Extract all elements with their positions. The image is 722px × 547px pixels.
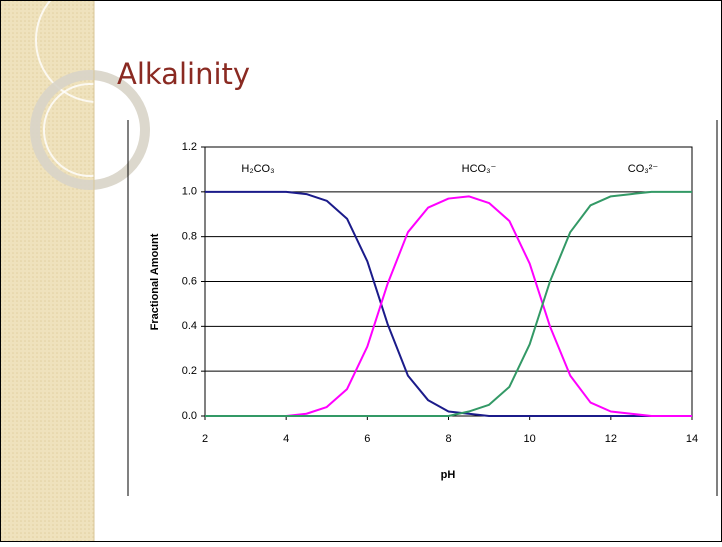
x-tick-label: 12: [605, 433, 617, 445]
x-tick-label: 6: [364, 433, 370, 445]
y-tick-label: 0.4: [182, 320, 197, 332]
y-tick-label: 0.6: [182, 275, 197, 287]
x-tick-label: 10: [524, 433, 536, 445]
x-tick-label: 2: [202, 433, 208, 445]
y-tick-label: 0.2: [182, 365, 197, 377]
series-label: HCO₃⁻: [462, 163, 497, 175]
x-tick-label: 14: [686, 433, 698, 445]
y-tick-label: 1.2: [182, 141, 197, 153]
y-tick-label: 0.0: [182, 410, 197, 422]
x-tick-label: 4: [283, 433, 289, 445]
y-axis-title: Fractional Amount: [149, 233, 161, 330]
slide-title: Alkalinity: [117, 57, 250, 91]
x-tick-label: 8: [445, 433, 451, 445]
y-tick-label: 0.8: [182, 231, 197, 243]
slide: Alkalinity pH Fractional Amount 0.0 0.2 0.…: [0, 0, 722, 542]
series-label: H₂CO₃: [241, 163, 274, 175]
series-label: CO₃²⁻: [628, 163, 659, 175]
x-axis-title: pH: [441, 469, 456, 481]
side-strip: [1, 1, 94, 541]
y-tick-label: 1.0: [182, 186, 197, 198]
